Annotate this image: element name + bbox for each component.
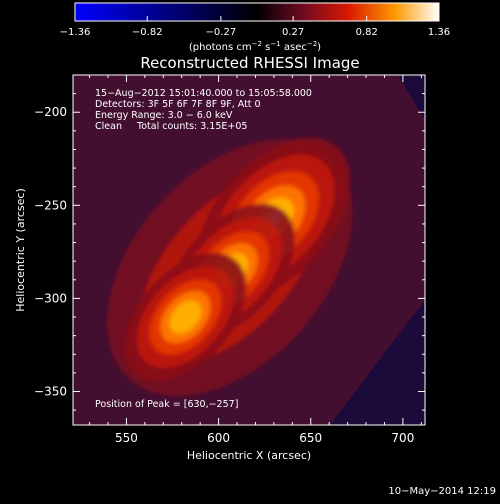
y-tick-label: −300 bbox=[34, 291, 67, 305]
info-line-time: 15−Aug−2012 15:01:40.000 to 15:05:58.000 bbox=[95, 88, 312, 99]
x-tick-label: 600 bbox=[207, 431, 230, 445]
colorbar-tick-label: 1.36 bbox=[428, 27, 450, 38]
footer-date: 10−May−2014 12:19 bbox=[388, 486, 496, 497]
y-axis-label: Heliocentric Y (arcsec) bbox=[14, 188, 27, 312]
heatmap-source-2 bbox=[169, 300, 202, 334]
y-tick-label: −200 bbox=[34, 105, 67, 119]
colorbar-unit-label: (photons cm−2 s−1 asec−2) bbox=[189, 40, 321, 53]
colorbar-tick-label: −0.82 bbox=[132, 27, 163, 38]
chart-title: Reconstructed RHESSI Image bbox=[140, 54, 359, 72]
colorbar-tick-label: 0.82 bbox=[356, 27, 378, 38]
x-axis-label: Heliocentric X (arcsec) bbox=[187, 449, 311, 462]
info-line-energy: Energy Range: 3.0 − 6.0 keV bbox=[95, 110, 233, 121]
colorbar bbox=[74, 2, 440, 22]
x-tick-label: 700 bbox=[391, 431, 414, 445]
x-tick-label: 550 bbox=[115, 431, 138, 445]
plot-frame bbox=[72, 74, 426, 426]
x-tick-label: 650 bbox=[299, 431, 322, 445]
heatmap-image bbox=[73, 75, 425, 425]
axes: 550 600 650 700 −200 −250 −300 −350 bbox=[34, 75, 425, 445]
colorbar-tick-label: 0.27 bbox=[282, 27, 304, 38]
colorbar-ticks: −1.36 −0.82 −0.27 0.27 0.82 1.36 bbox=[60, 16, 450, 38]
colorbar-tick-label: −1.36 bbox=[60, 27, 91, 38]
y-tick-label: −350 bbox=[34, 384, 67, 398]
info-line-counts: Clean Total counts: 3.15E+05 bbox=[95, 121, 247, 132]
colorbar-tick-label: −0.27 bbox=[206, 27, 237, 38]
y-tick-label: −250 bbox=[34, 198, 67, 212]
peak-position-label: Position of Peak = [630,−257] bbox=[95, 399, 238, 410]
observation-info: 15−Aug−2012 15:01:40.000 to 15:05:58.000… bbox=[95, 88, 312, 132]
info-line-detectors: Detectors: 3F 5F 6F 7F 8F 9F, Att 0 bbox=[95, 99, 261, 110]
